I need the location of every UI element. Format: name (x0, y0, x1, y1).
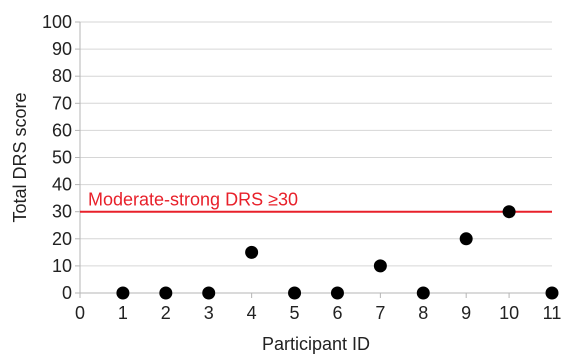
y-tick-label-10: 10 (52, 256, 72, 276)
data-point-4 (245, 245, 259, 259)
y-tick-label-0: 0 (62, 283, 72, 303)
data-point-9 (459, 232, 473, 246)
y-axis-label: Total DRS score (10, 92, 30, 222)
data-point-11 (545, 286, 559, 300)
y-tick-label-30: 30 (52, 202, 72, 222)
data-point-10 (502, 205, 516, 219)
x-tick-label-9: 9 (461, 303, 471, 323)
y-tick-label-20: 20 (52, 229, 72, 249)
tick-labels: 0 10 20 30 40 50 60 70 80 90 100 0 1 2 3 4 5 6 7 8 9 10 11 (42, 12, 561, 323)
y-tick-label-100: 100 (42, 12, 72, 32)
x-tick-label-2: 2 (161, 303, 171, 323)
x-tick-label-11: 11 (543, 303, 562, 323)
y-tick-label-60: 60 (52, 120, 72, 140)
x-tick-label-5: 5 (290, 303, 300, 323)
data-point-2 (159, 286, 173, 300)
x-tick-label-1: 1 (118, 303, 128, 323)
reference-line-label: Moderate-strong DRS ≥30 (88, 190, 298, 210)
y-tick-label-70: 70 (52, 93, 72, 113)
data-point-7 (373, 259, 387, 273)
x-tick-label-6: 6 (332, 303, 342, 323)
gridlines (80, 21, 552, 267)
x-tick-label-3: 3 (204, 303, 214, 323)
data-points (116, 205, 559, 300)
axes (75, 21, 553, 298)
data-point-8 (416, 286, 430, 300)
data-point-5 (288, 286, 302, 300)
y-tick-label-40: 40 (52, 175, 72, 195)
x-tick-label-7: 7 (375, 303, 385, 323)
y-tick-label-80: 80 (52, 66, 72, 86)
x-tick-label-0: 0 (75, 303, 85, 323)
x-tick-label-8: 8 (418, 303, 428, 323)
data-point-3 (202, 286, 216, 300)
y-tick-label-90: 90 (52, 39, 72, 59)
x-axis-label: Participant ID (262, 334, 370, 354)
x-tick-label-4: 4 (247, 303, 257, 323)
data-point-1 (116, 286, 130, 300)
data-point-6 (330, 286, 344, 300)
x-tick-label-10: 10 (499, 303, 519, 323)
y-tick-label-50: 50 (52, 148, 72, 168)
